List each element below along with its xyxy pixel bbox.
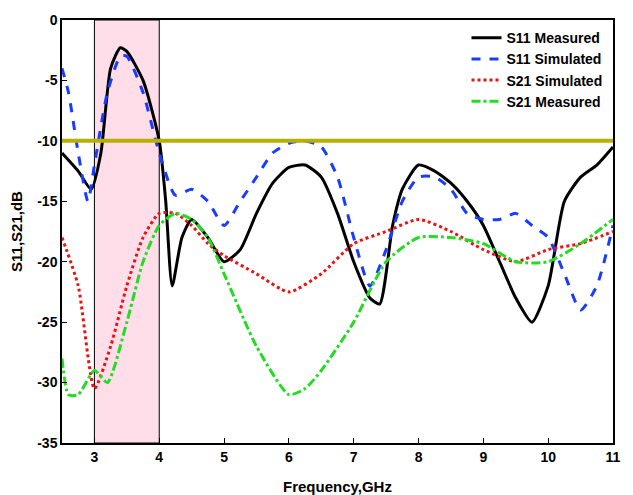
svg-text:3: 3 (91, 449, 99, 465)
svg-text:6: 6 (285, 449, 293, 465)
svg-text:-25: -25 (37, 314, 57, 330)
svg-text:7: 7 (350, 449, 358, 465)
svg-text:-5: -5 (45, 72, 58, 88)
svg-text:S11 Measured: S11 Measured (506, 30, 599, 46)
svg-text:11: 11 (606, 449, 621, 465)
svg-text:0: 0 (50, 12, 58, 28)
svg-text:Frequency,GHz: Frequency,GHz (283, 478, 392, 495)
svg-text:-15: -15 (37, 193, 57, 209)
svg-text:5: 5 (220, 449, 228, 465)
svg-text:-10: -10 (37, 133, 57, 149)
svg-text:S21 Measured: S21 Measured (506, 94, 600, 110)
svg-text:S11 Simulated: S11 Simulated (506, 51, 601, 67)
svg-text:10: 10 (540, 449, 556, 465)
svg-text:4: 4 (155, 449, 163, 465)
svg-text:S11,S21,dB: S11,S21,dB (8, 191, 25, 272)
svg-text:8: 8 (415, 449, 423, 465)
svg-text:S21 Simulated: S21 Simulated (506, 73, 602, 89)
svg-text:9: 9 (479, 449, 487, 465)
svg-text:-30: -30 (37, 374, 57, 390)
svg-text:-35: -35 (37, 435, 57, 451)
svg-text:-20: -20 (37, 254, 57, 270)
